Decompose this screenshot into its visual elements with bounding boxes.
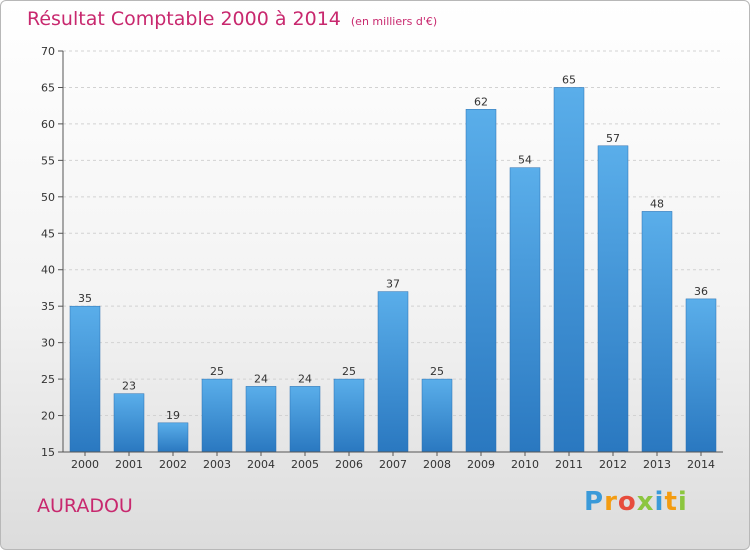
bar-value-label: 25 — [210, 365, 224, 378]
logo-letter: i — [677, 487, 688, 517]
bar-value-label: 19 — [166, 409, 180, 422]
chart-title-main: Résultat Comptable 2000 à 2014 — [27, 8, 341, 30]
x-tick-label: 2001 — [115, 458, 143, 471]
y-tick-label: 65 — [41, 81, 55, 94]
bar-value-label: 62 — [474, 95, 488, 108]
x-tick-label: 2007 — [379, 458, 407, 471]
logo-letter: i — [654, 487, 665, 517]
bar-2006 — [333, 378, 365, 453]
bar-2003 — [201, 378, 233, 453]
x-tick-label: 2000 — [71, 458, 99, 471]
bar-2010 — [509, 167, 541, 453]
y-tick-label: 20 — [41, 410, 55, 423]
x-tick-label: 2013 — [643, 458, 671, 471]
bar-value-label: 65 — [562, 73, 576, 86]
logo-letter: P — [584, 487, 605, 517]
bar-2011 — [553, 87, 585, 453]
logo-letter: t — [664, 487, 678, 517]
bar-value-label: 57 — [606, 132, 620, 145]
chart-title-unit: (en milliers d'€) — [350, 15, 438, 28]
y-tick-label: 15 — [41, 446, 55, 459]
bar-2007 — [377, 291, 409, 453]
logo-letter: o — [617, 487, 637, 517]
bar-value-label: 24 — [298, 372, 312, 385]
bar-value-label: 24 — [254, 372, 268, 385]
bar-value-label: 25 — [430, 365, 444, 378]
y-tick-label: 45 — [41, 227, 55, 240]
bar-value-label: 48 — [650, 197, 664, 210]
x-tick-label: 2002 — [159, 458, 187, 471]
x-tick-label: 2003 — [203, 458, 231, 471]
y-tick-label: 55 — [41, 154, 55, 167]
x-tick-label: 2010 — [511, 458, 539, 471]
x-tick-label: 2014 — [687, 458, 715, 471]
y-tick-label: 70 — [41, 45, 55, 58]
x-tick-label: 2008 — [423, 458, 451, 471]
proxiti-logo: Proxiti — [584, 487, 688, 517]
bar-value-label: 37 — [386, 278, 400, 291]
bar-value-label: 54 — [518, 154, 532, 167]
bar-2005 — [289, 386, 321, 453]
y-tick-label: 50 — [41, 191, 55, 204]
bar-2000 — [69, 305, 101, 453]
bar-2014 — [685, 298, 717, 453]
bar-value-label: 23 — [122, 380, 136, 393]
place-name: AURADOU — [37, 495, 133, 517]
bar-2002 — [157, 422, 189, 453]
y-tick-label: 30 — [41, 337, 55, 350]
bar-2004 — [245, 386, 277, 453]
x-tick-label: 2004 — [247, 458, 275, 471]
bar-2012 — [597, 145, 629, 453]
bar-2009 — [465, 109, 497, 453]
bar-value-label: 25 — [342, 365, 356, 378]
bar-value-label: 36 — [694, 285, 708, 298]
bar-value-label: 35 — [78, 292, 92, 305]
logo-letter: x — [636, 487, 655, 517]
y-tick-label: 25 — [41, 373, 55, 386]
logo-letter: r — [604, 487, 618, 517]
x-tick-label: 2009 — [467, 458, 495, 471]
bar-2008 — [421, 378, 453, 453]
bar-2013 — [641, 211, 673, 453]
x-tick-label: 2006 — [335, 458, 363, 471]
y-tick-label: 40 — [41, 264, 55, 277]
y-tick-label: 35 — [41, 300, 55, 313]
bar-2001 — [113, 393, 145, 453]
y-tick-label: 60 — [41, 118, 55, 131]
x-tick-label: 2012 — [599, 458, 627, 471]
x-tick-label: 2011 — [555, 458, 583, 471]
chart-title: Résultat Comptable 2000 à 2014 (en millie… — [27, 8, 437, 30]
x-tick-label: 2005 — [291, 458, 319, 471]
